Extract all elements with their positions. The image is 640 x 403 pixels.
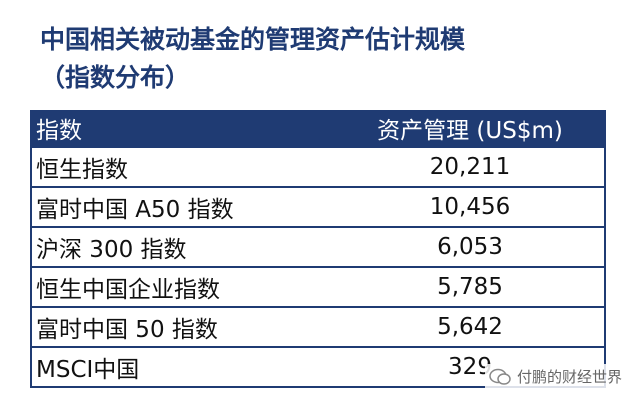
watermark: 付鹏的财经世界	[484, 364, 626, 389]
table-cell: 329	[448, 354, 492, 380]
wechat-icon	[489, 368, 511, 385]
title: 中国相关被动基金的管理资产估计规模	[40, 25, 466, 54]
table-row: 恒生指数 20,211	[32, 148, 604, 188]
table-cell: 恒生中国企业指数	[36, 277, 220, 303]
table-cell: 富时中国 50 指数	[36, 317, 218, 343]
table-row: 富时中国 A50 指数 10,456	[32, 188, 604, 228]
table-row: 恒生中国企业指数 5,785	[32, 268, 604, 308]
table-cell: 5,642	[437, 314, 503, 340]
table-cell: 恒生指数	[36, 157, 128, 183]
subtitle: （指数分布）	[40, 63, 191, 92]
table-cell: 20,211	[429, 154, 511, 180]
table-row: 富时中国 50 指数 5,642	[32, 308, 604, 348]
header-cell: 资产管理 (US$m)	[377, 118, 563, 144]
table: 指数 资产管理 (US$m) 恒生指数 20,211 富时中国 A50 指数 10,456…	[30, 110, 606, 388]
table-cell: 10,456	[429, 194, 511, 220]
table-row: 沪深 300 指数 6,053	[32, 228, 604, 268]
table-cell: 沪深 300 指数	[36, 237, 187, 263]
header-cell: 指数	[36, 118, 82, 144]
header-row: 指数 资产管理 (US$m)	[32, 110, 604, 148]
table-cell: 5,785	[437, 274, 503, 300]
table-cell: MSCI中国	[36, 357, 140, 383]
table-row: MSCI中国 329	[32, 348, 604, 386]
watermark-text: 付鹏的财经世界	[516, 368, 622, 386]
table-cell: 6,053	[437, 234, 503, 260]
table-cell: 富时中国 A50 指数	[36, 197, 234, 223]
